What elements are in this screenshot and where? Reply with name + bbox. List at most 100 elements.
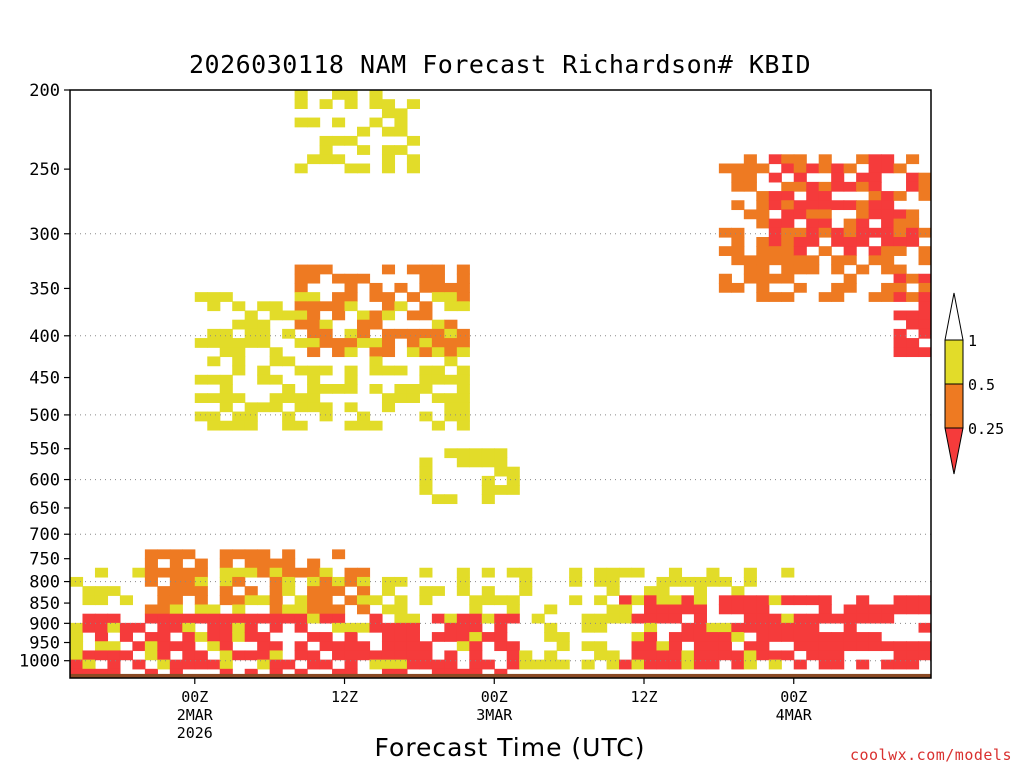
ri-cell [494, 466, 508, 477]
ri-cell [893, 595, 907, 606]
ri-cell [868, 613, 882, 624]
y-tick-label: 700 [29, 525, 60, 545]
ri-cell [731, 632, 745, 642]
ri-cell [344, 282, 358, 293]
ri-cell [818, 181, 832, 192]
ri-cell [781, 181, 795, 192]
ri-cell [644, 604, 658, 615]
ri-cell [244, 632, 258, 642]
ri-cell [481, 494, 495, 505]
ri-cell [619, 659, 633, 670]
ri-cell [544, 604, 558, 615]
ri-cell [394, 604, 408, 615]
ri-cell [70, 632, 84, 642]
ri-cell [157, 622, 171, 633]
ri-cell [668, 659, 683, 670]
ri-cell [244, 411, 258, 422]
ri-cell [257, 549, 271, 560]
ri-cell [294, 90, 308, 100]
ri-cell [332, 347, 346, 358]
ri-cell [294, 402, 308, 413]
ri-cell [194, 576, 208, 587]
ri-cell [681, 595, 695, 606]
ri-cell [831, 292, 845, 302]
ri-cell [893, 282, 907, 293]
ri-cell [444, 282, 458, 293]
ri-cell [369, 622, 383, 633]
ri-cell [706, 659, 720, 670]
ri-cell [781, 246, 795, 256]
ri-cell [319, 301, 333, 312]
ri-cell [469, 632, 483, 642]
ri-cell [506, 650, 520, 661]
ri-cell [307, 402, 321, 413]
ri-cell [182, 659, 196, 670]
ri-cell [768, 237, 782, 247]
ri-cell [544, 659, 558, 670]
ri-cell [332, 668, 346, 678]
ri-cell [743, 567, 757, 578]
ri-cell [294, 668, 308, 678]
ri-cell [419, 659, 433, 670]
ri-cell [381, 338, 396, 348]
ground-layer [70, 673, 931, 678]
ri-cell [506, 641, 520, 652]
ri-cell [619, 567, 633, 578]
ri-cell [169, 558, 183, 569]
ri-cell [332, 310, 346, 321]
ri-cell [743, 209, 757, 220]
ri-cell [144, 641, 158, 652]
ri-cell [743, 154, 757, 165]
ri-cell [144, 650, 158, 661]
y-tick-label: 250 [29, 160, 60, 180]
ri-cell [731, 586, 745, 596]
ri-cell [169, 659, 183, 670]
ri-cell [232, 338, 246, 348]
ri-cell [656, 641, 670, 652]
ri-cell [307, 586, 321, 596]
ri-cell [743, 264, 757, 275]
ri-cell [456, 411, 470, 422]
ri-cell [244, 310, 258, 321]
ri-cell [544, 632, 558, 642]
ri-cell [681, 622, 695, 633]
ri-cell [394, 622, 408, 633]
ri-cell [419, 567, 433, 578]
ri-cell [294, 117, 308, 128]
ri-cell [818, 246, 832, 256]
ri-cell [818, 632, 832, 642]
ri-cell [893, 604, 907, 615]
ri-cell [294, 273, 308, 284]
ri-cell [307, 310, 321, 321]
ri-cell [843, 255, 857, 266]
ri-cell [556, 641, 570, 652]
ri-cell [169, 549, 183, 560]
credit-link[interactable]: coolwx.com/models [849, 746, 1012, 764]
ri-cell [307, 650, 321, 661]
ri-cell [818, 154, 832, 165]
colorbar-label: 0.5 [968, 376, 995, 394]
ri-cell [806, 218, 820, 229]
ri-cell [394, 301, 408, 312]
ri-cell [768, 255, 782, 266]
ri-cell [269, 668, 283, 678]
ri-cell [394, 613, 408, 624]
ri-cell [444, 411, 458, 422]
ri-cell [419, 641, 433, 652]
ri-cell [419, 338, 433, 348]
ri-cell [431, 264, 445, 275]
ri-cell [70, 641, 84, 652]
ri-cell [631, 595, 645, 606]
ri-cell [818, 650, 832, 661]
ri-cell [906, 595, 920, 606]
ri-cell [144, 632, 158, 642]
ri-cell [756, 595, 770, 606]
ri-cell [793, 613, 807, 624]
ri-cell [843, 282, 857, 293]
y-tick-label: 350 [29, 279, 60, 299]
ri-cell [781, 191, 795, 201]
ri-cell [906, 641, 920, 652]
ri-cell [444, 632, 458, 642]
ri-cell [282, 558, 296, 569]
